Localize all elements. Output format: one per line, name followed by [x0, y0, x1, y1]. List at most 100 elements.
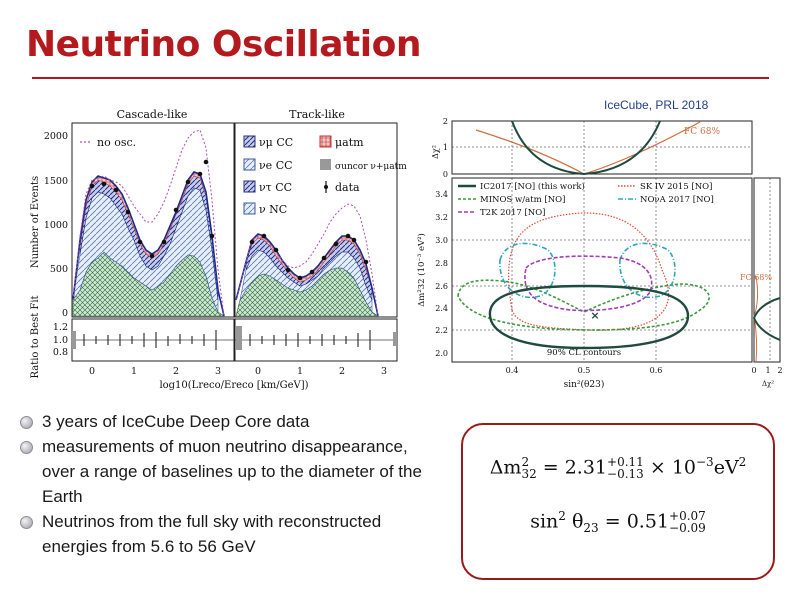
track-title: Track-like	[289, 108, 345, 121]
track-ratio-uncert	[236, 326, 242, 350]
cascade-title: Cascade-like	[117, 108, 188, 121]
bullet-icon	[20, 416, 33, 429]
cascade-ratio-uncert	[72, 331, 76, 349]
svg-text:1000: 1000	[44, 220, 68, 231]
svg-text:0: 0	[62, 308, 68, 319]
cascade-no-osc-line	[72, 129, 225, 317]
page-title: Neutrino Oscillation	[26, 24, 421, 65]
contour-legend: IC2017 [NO] (this work) SK IV 2015 [NO] …	[458, 181, 714, 218]
side-xlabel: Δχ²	[762, 380, 774, 388]
fc-label-side: FC 68%	[740, 273, 772, 282]
x-axis-label: log10(Lreco/Ereco [km/GeV])	[159, 380, 308, 391]
legend-t2k: T2K 2017 [NO]	[480, 208, 546, 218]
svg-text:0.6: 0.6	[650, 366, 663, 375]
t2k-contour	[524, 255, 653, 312]
contours-label: 90% CL contours	[547, 348, 621, 358]
sk-contour	[508, 212, 669, 331]
svg-text:0.5: 0.5	[578, 366, 591, 375]
svg-text:νe CC: νe CC	[259, 159, 293, 172]
svg-text:2: 2	[173, 366, 179, 377]
best-fit-marker: ×	[590, 309, 599, 322]
top-ylabel: Δχ²	[431, 145, 440, 159]
side-chi2-frame	[753, 177, 781, 363]
icecube-caption: IceCube, PRL 2018	[604, 98, 709, 112]
minos-contour	[457, 279, 710, 331]
x-tick-labels: 0 1 2 3 0 1 2 3	[89, 366, 387, 377]
svg-text:3.4: 3.4	[435, 190, 448, 199]
svg-text:2.2: 2.2	[435, 326, 448, 335]
svg-text:1.2: 1.2	[53, 322, 68, 333]
svg-text:2.0: 2.0	[435, 349, 448, 358]
track-data-points	[249, 233, 369, 281]
svg-text:3.0: 3.0	[435, 236, 448, 245]
bullet-item: measurements of muon neutrino disappeara…	[18, 434, 438, 509]
svg-text:1: 1	[765, 366, 770, 375]
track-ratio-uncert-right	[393, 332, 397, 346]
bullet-icon	[20, 516, 33, 529]
main-xlabel: sin²(θ23)	[564, 379, 605, 390]
svg-text:1500: 1500	[44, 176, 68, 187]
svg-text:1: 1	[443, 143, 448, 152]
fc-68-curve	[475, 121, 701, 175]
svg-text:2: 2	[443, 117, 448, 126]
svg-text:3: 3	[215, 366, 221, 377]
track-no-osc-line	[235, 203, 379, 317]
no-osc-label: no osc.	[97, 136, 136, 149]
legend-nova: NOνA 2017 [NO]	[640, 195, 714, 205]
y-tick-labels: 2000 1500 1000 500 0 1.2 1.0 0.8	[44, 131, 68, 358]
svg-text:2.4: 2.4	[435, 304, 448, 313]
y-axis-label: Number of Events	[30, 176, 41, 268]
main-y-tick-labels: 3.4 3.2 3.0 2.8 2.6 2.4 2.2 2.0	[435, 190, 448, 358]
svg-text:2.8: 2.8	[435, 259, 448, 268]
svg-text:2000: 2000	[44, 131, 68, 142]
ic-contour	[488, 284, 690, 350]
svg-text:2.6: 2.6	[435, 282, 448, 291]
bullet-item: 3 years of IceCube Deep Core data	[18, 409, 438, 434]
svg-text:0: 0	[89, 366, 95, 377]
svg-text:0.8: 0.8	[53, 347, 68, 358]
svg-text:ντ CC: ντ CC	[259, 181, 292, 194]
ratio-axis-label: Ratio to Best Fit	[30, 295, 41, 378]
svg-text:data: data	[335, 181, 360, 194]
theta23-equation: sin2 θ23 = 0.51+0.07 −0.09	[530, 509, 706, 536]
svg-text:μatm: μatm	[335, 136, 364, 149]
bullet-item: Neutrinos from the full sky with reconst…	[18, 509, 438, 559]
svg-text:1: 1	[131, 366, 137, 377]
svg-text:2: 2	[777, 366, 782, 375]
bullet-icon	[20, 441, 33, 454]
top-tick-labels: 2 1 0	[443, 117, 448, 179]
dm2-equation: Δm2 32 = 2.31+0.11 −0.13 × 10−3eV2	[489, 455, 747, 482]
title-divider	[32, 77, 769, 79]
main-gridlines	[452, 178, 752, 362]
svg-text:3.2: 3.2	[435, 213, 448, 222]
svg-text:0: 0	[255, 366, 261, 377]
main-contour-frame	[451, 177, 753, 363]
svg-text:σuncor ν+μatm: σuncor ν+μatm	[335, 162, 407, 172]
svg-text:500: 500	[50, 264, 68, 275]
svg-text:0: 0	[751, 366, 756, 375]
side-ic-curve	[752, 297, 781, 341]
svg-text:3: 3	[381, 366, 387, 377]
svg-text:0: 0	[443, 170, 448, 179]
svg-text:1.0: 1.0	[53, 335, 68, 346]
side-tick-labels: 0 1 2	[751, 366, 782, 375]
track-panel-frame	[234, 122, 398, 318]
svg-text:νμ CC: νμ CC	[259, 136, 293, 149]
legend-minos: MINOS w/atm [NO]	[480, 195, 565, 205]
main-ylabel: Δm²32 (10⁻³ eV²)	[416, 233, 427, 307]
legend-sk: SK IV 2015 [NO]	[640, 182, 712, 192]
ic-chi2-curve	[511, 120, 661, 176]
svg-text:ν NC: ν NC	[259, 203, 287, 216]
svg-text:0.4: 0.4	[506, 366, 519, 375]
svg-text:1: 1	[297, 366, 303, 377]
ratio-points	[83, 330, 371, 350]
results-box: Δm2 32 = 2.31+0.11 −0.13 × 10−3eV2 sin2 θ2…	[461, 423, 775, 580]
legend-ic: IC2017 [NO] (this work)	[480, 181, 585, 192]
cascade-panel-frame	[71, 122, 235, 318]
track-legend: νμ CC μatm νe CC σuncor ν+μatm ντ CC dat…	[243, 135, 407, 216]
bullet-list: 3 years of IceCube Deep Core data measur…	[18, 409, 438, 559]
main-x-tick-labels: 0.4 0.5 0.6	[506, 366, 663, 375]
svg-text:2: 2	[339, 366, 345, 377]
